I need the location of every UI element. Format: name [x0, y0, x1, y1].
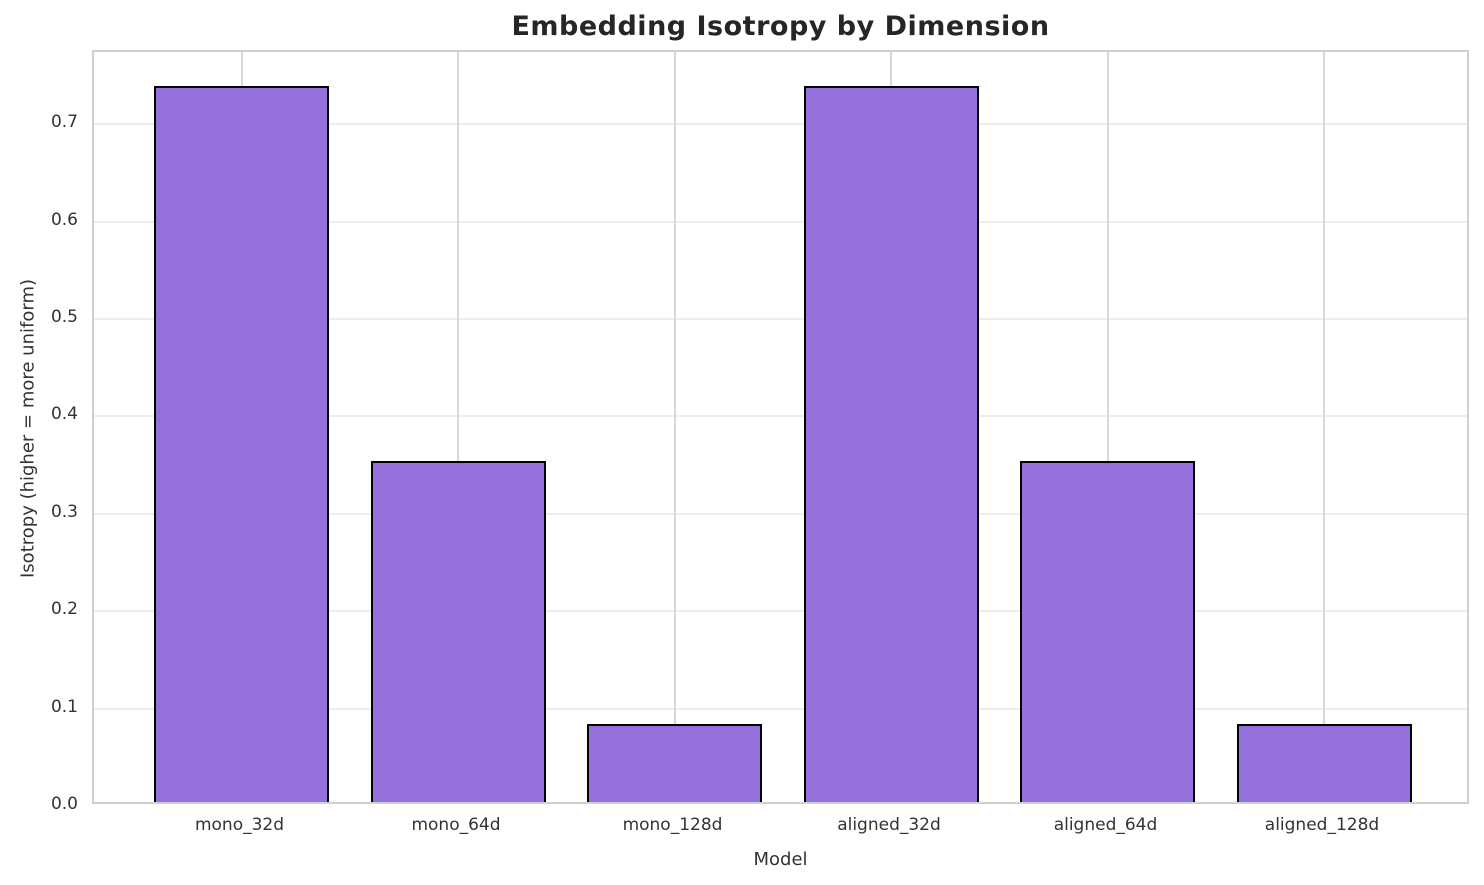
gridline-vertical [457, 52, 459, 802]
gridline-horizontal [94, 610, 1467, 613]
x-tick-label: aligned_32d [837, 815, 941, 835]
y-tick-label: 0.4 [50, 404, 78, 425]
gridline-horizontal [94, 415, 1467, 418]
y-tick-label: 0.7 [50, 112, 78, 133]
bar-mono_64d [370, 461, 546, 802]
x-tick-label: aligned_64d [1053, 815, 1158, 835]
gridline-horizontal [94, 707, 1467, 710]
y-tick-label: 0.2 [50, 599, 78, 620]
x-tick-label: aligned_128d [1264, 815, 1380, 835]
gridline-horizontal [94, 220, 1467, 223]
x-axis-title: Model [753, 849, 808, 870]
gridline-vertical [1323, 52, 1325, 802]
bar-aligned_32d [803, 86, 979, 802]
gridline-horizontal [94, 317, 1467, 320]
x-tick-label: mono_32d [194, 815, 285, 835]
y-tick-label: 0.6 [50, 209, 78, 230]
bar-mono_128d [587, 724, 762, 802]
y-tick-label: 0.1 [50, 696, 78, 717]
bar-aligned_64d [1020, 461, 1195, 802]
gridline-vertical [1106, 52, 1109, 802]
y-tick-label: 0.0 [50, 794, 78, 814]
y-tick-label: 0.3 [50, 501, 78, 522]
y-tick-label: 0.5 [50, 306, 78, 327]
plot-area [92, 50, 1469, 804]
gridline-horizontal [94, 512, 1467, 515]
chart-title: Embedding Isotropy by Dimension [511, 11, 1050, 42]
gridline-horizontal [94, 123, 1467, 126]
bar-mono_32d [154, 86, 329, 802]
gridline-vertical [673, 52, 676, 802]
x-tick-label: mono_128d [622, 815, 723, 835]
y-axis-title: Isotropy (higher = more uniform) [17, 279, 39, 578]
x-tick-label: mono_64d [411, 815, 501, 835]
bar-aligned_128d [1236, 724, 1412, 802]
